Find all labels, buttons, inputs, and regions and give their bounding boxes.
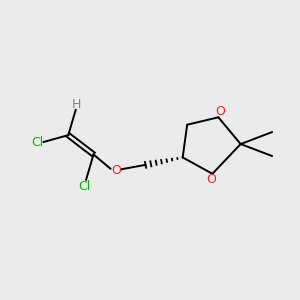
Text: O: O [215,106,225,118]
Text: O: O [206,173,216,186]
Text: Cl: Cl [79,180,91,193]
Text: Cl: Cl [31,136,43,149]
Text: H: H [72,98,81,111]
Text: O: O [111,164,121,177]
